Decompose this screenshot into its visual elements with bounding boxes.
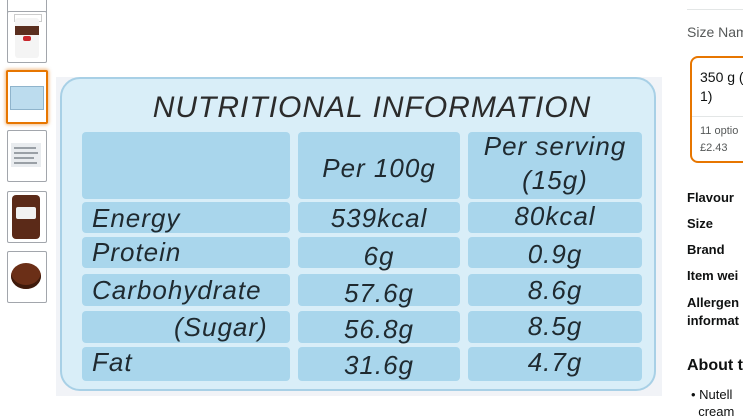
nutrition-title: NUTRITIONAL INFORMATION bbox=[152, 91, 592, 124]
jar-band-image bbox=[15, 26, 39, 35]
row-cell bbox=[82, 202, 290, 233]
row-value-protein-per100: 6g bbox=[363, 241, 395, 271]
column-header-per100: Per 100g bbox=[322, 153, 436, 183]
row-value-carbohydrate-per100: 57.6g bbox=[343, 278, 415, 308]
divider bbox=[692, 116, 743, 117]
thumbnail-spread-bowl[interactable] bbox=[7, 251, 47, 303]
row-value-energy-serving: 80kcal bbox=[514, 201, 596, 231]
row-cell bbox=[298, 311, 460, 343]
row-cell bbox=[82, 347, 290, 381]
brown-jar-label-image bbox=[16, 207, 36, 219]
row-cell bbox=[468, 311, 642, 343]
column-header-serving: Per serving bbox=[483, 131, 627, 161]
thumbnail-strip bbox=[0, 0, 54, 416]
main-product-image[interactable]: NUTRITIONAL INFORMATION Per 100g Per ser… bbox=[56, 77, 662, 396]
divider bbox=[687, 9, 743, 10]
row-cell bbox=[298, 347, 460, 381]
row-value-energy-per100: 539kcal bbox=[330, 203, 428, 233]
attribute-item-weight: Item wei bbox=[687, 268, 739, 283]
row-value-sugar-per100: 56.8g bbox=[343, 314, 415, 344]
row-label-sugar: (Sugar) bbox=[174, 312, 268, 342]
row-value-protein-serving: 0.9g bbox=[527, 239, 583, 269]
header-cell-per100 bbox=[298, 132, 460, 199]
size-option-title: 350 g ( 1) bbox=[700, 69, 743, 104]
row-value-fat-per100: 31.6g bbox=[343, 350, 415, 380]
attribute-information: informat bbox=[687, 313, 739, 328]
nutrition-thumbnail-image bbox=[10, 86, 44, 110]
thumbnail-jar-label[interactable] bbox=[7, 11, 47, 63]
bowl-thumbnail-image bbox=[11, 263, 41, 289]
row-cell bbox=[468, 347, 642, 381]
row-label-protein: Protein bbox=[92, 237, 182, 267]
row-cell bbox=[298, 274, 460, 306]
column-header-serving-size: (15g) bbox=[522, 165, 588, 195]
row-cell bbox=[82, 311, 290, 343]
row-cell bbox=[82, 274, 290, 306]
about-heading: About t bbox=[687, 357, 743, 374]
row-cell bbox=[468, 237, 642, 268]
row-label-energy: Energy bbox=[92, 203, 181, 233]
ingredients-thumbnail-image bbox=[11, 143, 41, 167]
row-label-fat: Fat bbox=[92, 347, 133, 377]
size-name-label: Size Nam bbox=[687, 24, 743, 40]
row-cell bbox=[468, 274, 642, 306]
header-cell-blank bbox=[82, 132, 290, 199]
row-label-carbohydrate: Carbohydrate bbox=[92, 275, 262, 305]
thumbnail-ingredients-label[interactable] bbox=[7, 130, 47, 182]
row-value-fat-serving: 4.7g bbox=[527, 347, 583, 377]
thumbnail-nutrition-panel[interactable] bbox=[6, 70, 48, 124]
row-cell bbox=[298, 237, 460, 268]
size-option-selected[interactable]: 350 g ( 1) 11 optio £2.43 bbox=[690, 56, 743, 163]
attribute-brand: Brand bbox=[687, 242, 725, 257]
row-cell bbox=[298, 202, 460, 233]
row-value-sugar-serving: 8.5g bbox=[527, 311, 583, 341]
attribute-size: Size bbox=[687, 216, 714, 231]
attribute-flavour: Flavour bbox=[687, 190, 734, 205]
row-cell bbox=[82, 237, 290, 268]
size-option-price: 11 optio £2.43 bbox=[700, 125, 739, 154]
row-value-carbohydrate-serving: 8.6g bbox=[527, 275, 583, 305]
header-cell-serving bbox=[468, 132, 642, 199]
thumbnail-jar-side[interactable] bbox=[7, 191, 47, 243]
nutrition-label-card: NUTRITIONAL INFORMATION Per 100g Per ser… bbox=[60, 77, 656, 391]
jar-logo-image bbox=[23, 36, 31, 41]
about-bullet: • Nutell cream bbox=[691, 387, 735, 416]
product-details-panel: Size Nam 350 g ( 1) 11 optio £2.43 Flavo… bbox=[687, 0, 743, 416]
attribute-allergen: Allergen bbox=[687, 295, 740, 310]
row-cell bbox=[468, 202, 642, 233]
